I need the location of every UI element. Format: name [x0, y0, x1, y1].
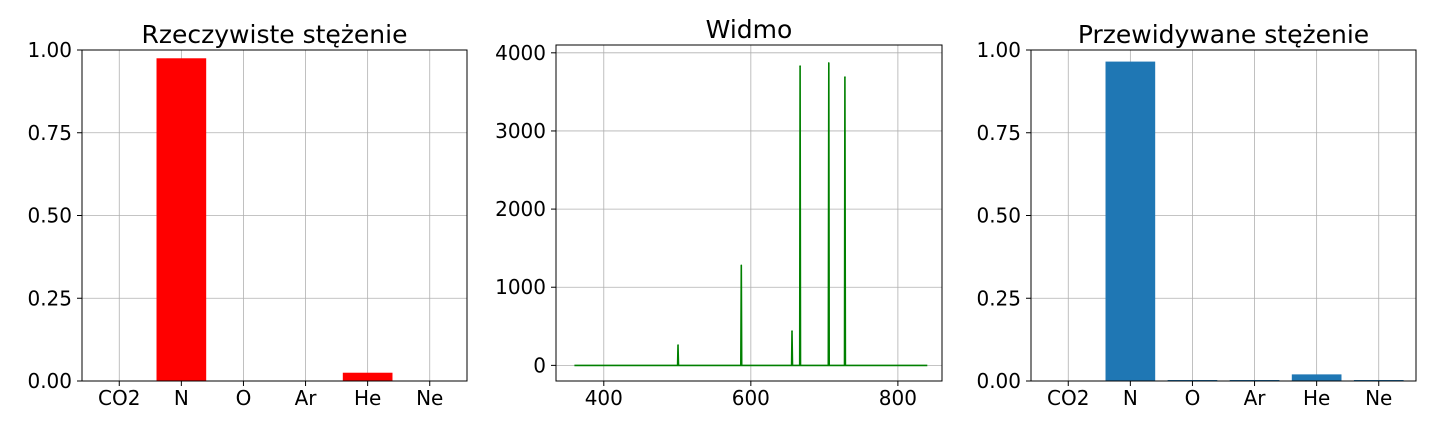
y-tick-label: 1.00: [27, 38, 72, 62]
x-tick-label: Ne: [416, 386, 443, 410]
x-tick-label: 800: [879, 386, 917, 410]
y-tick-label: 0.25: [27, 286, 72, 310]
bar: [156, 58, 207, 382]
bar: [1105, 61, 1156, 382]
spectrum-chart: Widmo 0 1000 2000 3000 4000 400 600 800: [495, 15, 943, 410]
spectrum-peak: [827, 62, 830, 64]
spectrum-peak: [799, 65, 801, 67]
data-marks: [574, 62, 928, 367]
predicted-concentration-chart: Przewidywane stężenie 0.00 0.25 0.50 0.75 1.…: [976, 20, 1417, 410]
x-tick-label: N: [174, 386, 189, 410]
spectrum-peak: [740, 264, 743, 267]
x-tick-label: N: [1123, 386, 1138, 410]
y-tick-label: 0.25: [976, 286, 1021, 310]
x-tick-label: He: [1303, 386, 1330, 410]
spectrum-line: [574, 62, 928, 367]
chart-title: Przewidywane stężenie: [1078, 20, 1369, 49]
y-tick-label: 3000: [495, 119, 546, 143]
grid-lines: [82, 49, 467, 382]
y-tick-label: 1000: [495, 275, 546, 299]
data-marks: [1105, 61, 1404, 382]
actual-concentration-chart: Rzeczywiste stężenie 0.00 0.25 0.50 0.75 1.0…: [27, 20, 468, 410]
x-tick-label: O: [1185, 386, 1201, 410]
x-tick-label: He: [354, 386, 381, 410]
grid-lines: [1031, 49, 1416, 382]
plot-frame: [1030, 49, 1417, 382]
y-tick-label: 0.00: [27, 369, 72, 393]
x-tick-label: 600: [732, 386, 770, 410]
chart-title: Rzeczywiste stężenie: [142, 20, 408, 49]
y-tick-label: 0.75: [27, 121, 72, 145]
bar: [1291, 374, 1342, 381]
data-marks: [156, 58, 393, 382]
x-tick-label: O: [236, 386, 252, 410]
grid-lines: [556, 45, 942, 381]
x-tick-label: Ne: [1365, 386, 1392, 410]
x-tick-label: Ar: [295, 386, 318, 410]
y-tick-label: 1.00: [976, 38, 1021, 62]
plot-frame: [81, 49, 468, 382]
chart-title: Widmo: [706, 15, 793, 44]
axes: 0.00 0.25 0.50 0.75 1.00 CO2 N O Ar He Ne: [976, 38, 1417, 410]
y-tick-label: 0.50: [976, 204, 1021, 228]
x-tick-label: CO2: [98, 386, 140, 410]
y-tick-label: 0.00: [976, 369, 1021, 393]
y-tick-label: 0.50: [27, 204, 72, 228]
y-tick-label: 2000: [495, 197, 546, 221]
x-tick-label: Ar: [1244, 386, 1267, 410]
x-tick-label: 400: [585, 386, 623, 410]
y-tick-label: 0: [533, 353, 546, 377]
y-tick-label: 4000: [495, 41, 546, 65]
spectrum-peak: [791, 330, 793, 332]
spectrum-peak: [844, 76, 846, 78]
y-tick-label: 0.75: [976, 121, 1021, 145]
spectrum-peak: [677, 344, 679, 346]
axes: 0 1000 2000 3000 4000 400 600 800: [495, 41, 943, 410]
axes: 0.00 0.25 0.50 0.75 1.00 CO2 N O Ar He Ne: [27, 38, 468, 410]
x-tick-label: CO2: [1047, 386, 1089, 410]
bar: [342, 372, 393, 381]
plot-frame: [555, 44, 943, 382]
